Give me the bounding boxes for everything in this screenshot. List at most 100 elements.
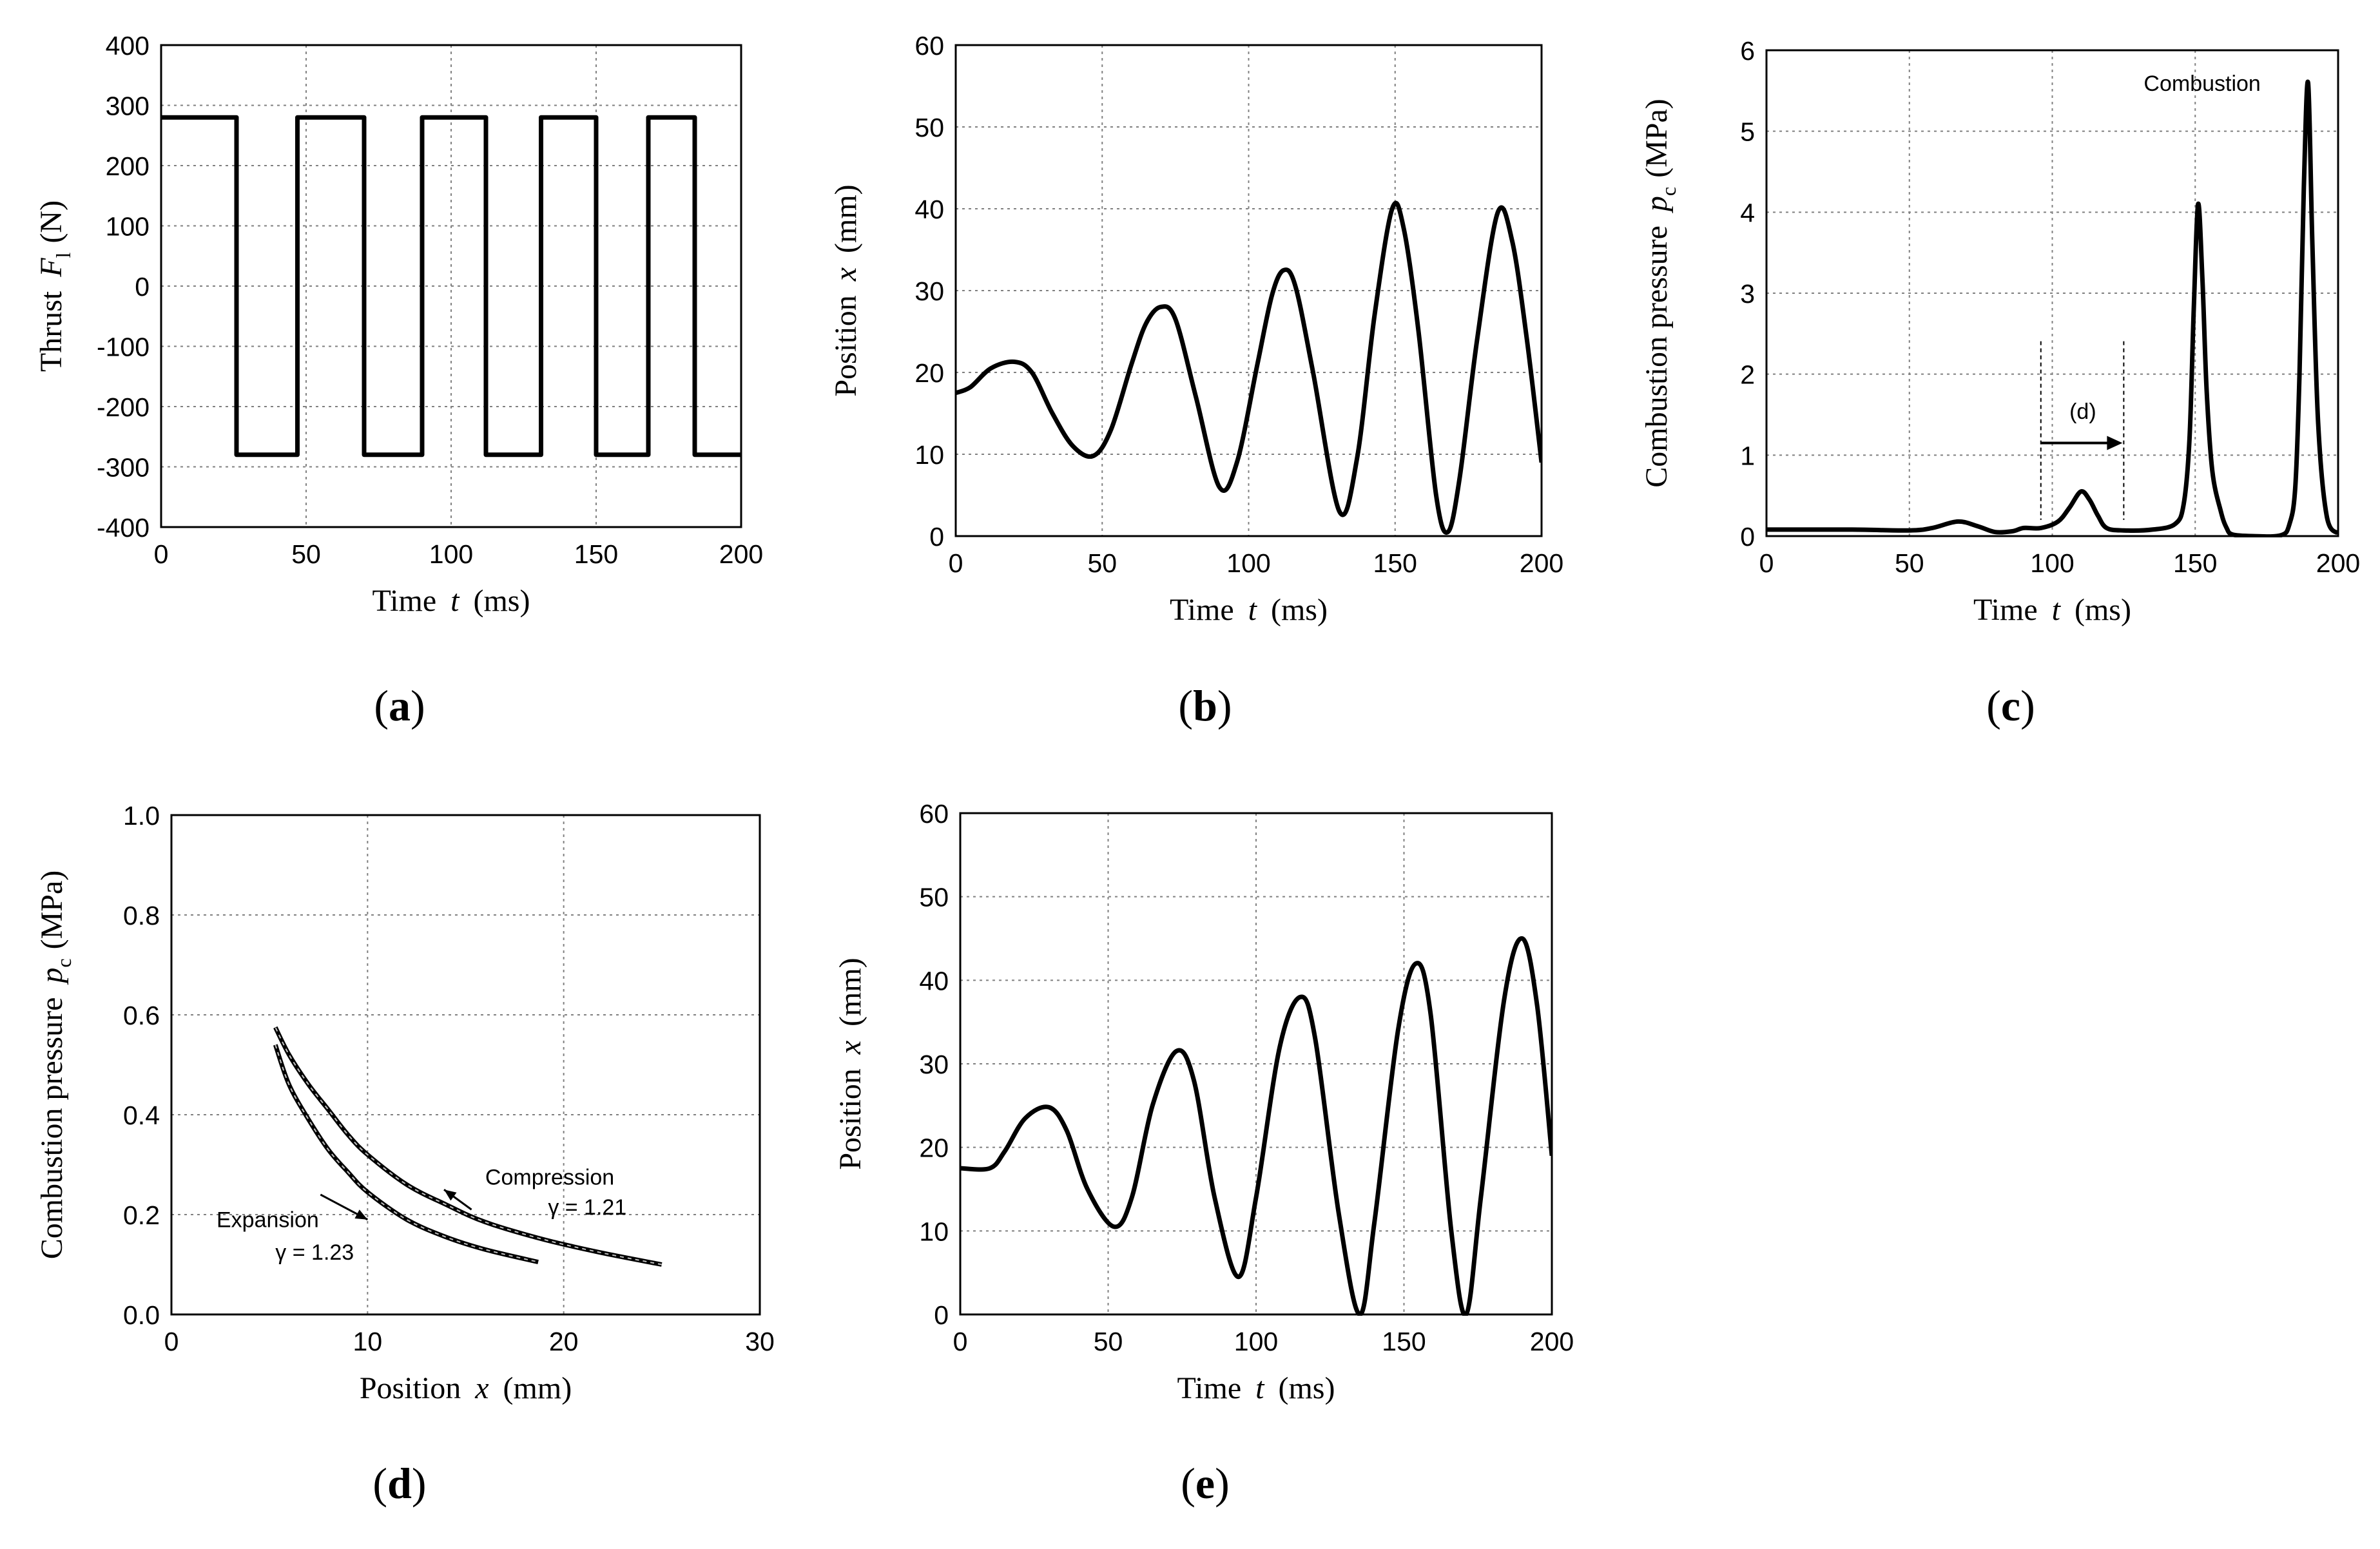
y-axis-label-unit: (MPa) [1640, 99, 1674, 178]
annotation-label: γ = 1.23 [275, 1240, 354, 1265]
y-tick-label: 50 [914, 113, 944, 142]
x-tick-label: 10 [353, 1327, 383, 1356]
y-tick-label: 2 [1740, 360, 1755, 390]
y-axis-label-word: Position [829, 295, 863, 396]
x-tick-label: 0 [1759, 548, 1774, 578]
y-tick-label: 60 [919, 799, 949, 829]
x-axis-label: Time t (ms) [1973, 593, 2131, 627]
y-axis-label-unit: (mm) [833, 957, 867, 1026]
panel-label: (e) [1181, 1459, 1230, 1508]
y-tick-label: 1.0 [123, 801, 160, 831]
panel-label-letter: a [389, 681, 411, 730]
panel-label-letter: b [1193, 681, 1217, 730]
x-tick-label: 150 [2173, 548, 2217, 578]
panel-label-open-paren: ( [1178, 681, 1193, 730]
x-tick-label: 0 [164, 1327, 179, 1356]
series-line-compression [273, 1026, 663, 1267]
x-tick-label: 100 [2030, 548, 2074, 578]
panel-label-open-paren: ( [372, 1459, 387, 1508]
annotation-label: (d) [2069, 399, 2096, 424]
y-tick-label: 3 [1740, 279, 1755, 309]
panel-label-open-paren: ( [1181, 1459, 1195, 1508]
x-axis-label-word: Time [1177, 1371, 1242, 1405]
series-line-combustion-pressure [1766, 79, 2338, 537]
x-tick-label: 200 [1520, 548, 1563, 578]
x-axis-label-symbol: t [450, 584, 460, 618]
y-tick-label: 400 [106, 31, 150, 61]
chart-panel-c: 0 50 100 150 200 0 1 2 3 4 5 6 Time t (ms) Combustion p… [1640, 36, 2360, 730]
x-tick-label: 100 [1226, 548, 1270, 578]
panel-label-close-paren: ) [412, 1459, 427, 1508]
x-tick-label: 30 [745, 1327, 775, 1356]
x-tick-label: 50 [291, 539, 321, 569]
x-axis-label-unit: (ms) [473, 584, 530, 618]
panel-label: (c) [1986, 681, 2035, 730]
y-axis-label-word: Combustion pressure [35, 997, 69, 1260]
chart-panel-b: 0 50 100 150 200 0 10 20 30 40 50 60 Time t (ms) Positi… [829, 31, 1563, 730]
panel-label-letter: e [1195, 1459, 1215, 1508]
x-axis-label-unit: (mm) [503, 1371, 572, 1405]
y-tick-label: 200 [106, 151, 150, 181]
x-axis-label-unit: (ms) [2075, 593, 2131, 627]
plot-frame [959, 812, 1553, 1316]
x-tick-label: 50 [1087, 548, 1117, 578]
y-tick-label: 0.2 [123, 1200, 160, 1230]
panel-label-letter: c [2001, 681, 2020, 730]
plot-frame [954, 44, 1543, 537]
y-axis-label: Position x (mm) [829, 184, 863, 396]
x-axis-label-word: Position [360, 1371, 461, 1405]
y-axis-label-symbol: F [34, 258, 68, 278]
x-tick-label: 50 [1895, 548, 1924, 578]
chart-panel-a: 0 50 100 150 200 -400 -300 -200 -100 0 100 200 300 40… [34, 31, 763, 730]
y-tick-label: 100 [106, 212, 150, 242]
y-axis-label-subscript: c [52, 958, 75, 967]
plot-frame [1765, 49, 2339, 537]
annotation-label: Expansion [217, 1207, 319, 1232]
y-tick-label: 20 [914, 358, 944, 388]
y-tick-label: 0.8 [123, 901, 160, 930]
panel-label-close-paren: ) [2020, 681, 2035, 730]
y-tick-label: 10 [914, 440, 944, 470]
x-axis-label-word: Time [1973, 593, 2038, 627]
expansion-arrow-head [354, 1209, 368, 1220]
y-tick-label: -400 [97, 513, 150, 543]
x-axis-label-symbol: t [1248, 593, 1258, 627]
y-axis-label-unit: (N) [34, 200, 68, 244]
y-tick-label: 0 [135, 272, 150, 302]
x-axis-label: Position x (mm) [360, 1371, 572, 1405]
chart-panel-e: 0 50 100 150 200 0 10 20 30 40 50 60 Time t (ms) Positi… [833, 799, 1574, 1508]
series-line-position [960, 936, 1552, 1316]
y-tick-label: 30 [914, 276, 944, 306]
x-tick-label: 200 [719, 539, 763, 569]
annotation-label: γ = 1.21 [548, 1195, 626, 1220]
x-tick-label: 100 [429, 539, 473, 569]
y-axis-label-subscript: l [52, 252, 75, 258]
y-tick-label: 300 [106, 91, 150, 121]
x-tick-label: 150 [574, 539, 618, 569]
panel-label-close-paren: ) [411, 681, 425, 730]
y-tick-label: 4 [1740, 198, 1755, 227]
x-tick-label: 150 [1382, 1327, 1426, 1356]
x-axis-label: Time t (ms) [372, 584, 530, 618]
x-tick-label: 200 [2316, 548, 2360, 578]
x-axis-label-word: Time [1170, 593, 1234, 627]
range-arrow-head [2107, 436, 2123, 450]
y-tick-label: 10 [919, 1217, 949, 1246]
x-axis-label-unit: (ms) [1278, 1371, 1335, 1405]
y-tick-label: 50 [919, 883, 949, 912]
y-axis-label-symbol: x [829, 267, 863, 282]
y-tick-label: 40 [919, 966, 949, 996]
x-tick-label: 150 [1373, 548, 1417, 578]
annotation-label: Compression [485, 1166, 614, 1190]
y-tick-label: -300 [97, 453, 150, 483]
x-tick-label: 0 [154, 539, 169, 569]
y-tick-label: -100 [97, 332, 150, 362]
panel-label: (a) [374, 681, 425, 730]
chart-panel-d: 0 10 20 30 0.0 0.2 0.4 0.6 0.8 1.0 Position x (mm) Co… [35, 801, 775, 1508]
y-axis-label-subscript: c [1657, 187, 1680, 196]
x-axis-label-word: Time [372, 584, 437, 618]
x-tick-label: 100 [1234, 1327, 1278, 1356]
x-axis-label-symbol: t [2052, 593, 2062, 627]
y-axis-label: Thrust Fl (N) [34, 200, 75, 372]
